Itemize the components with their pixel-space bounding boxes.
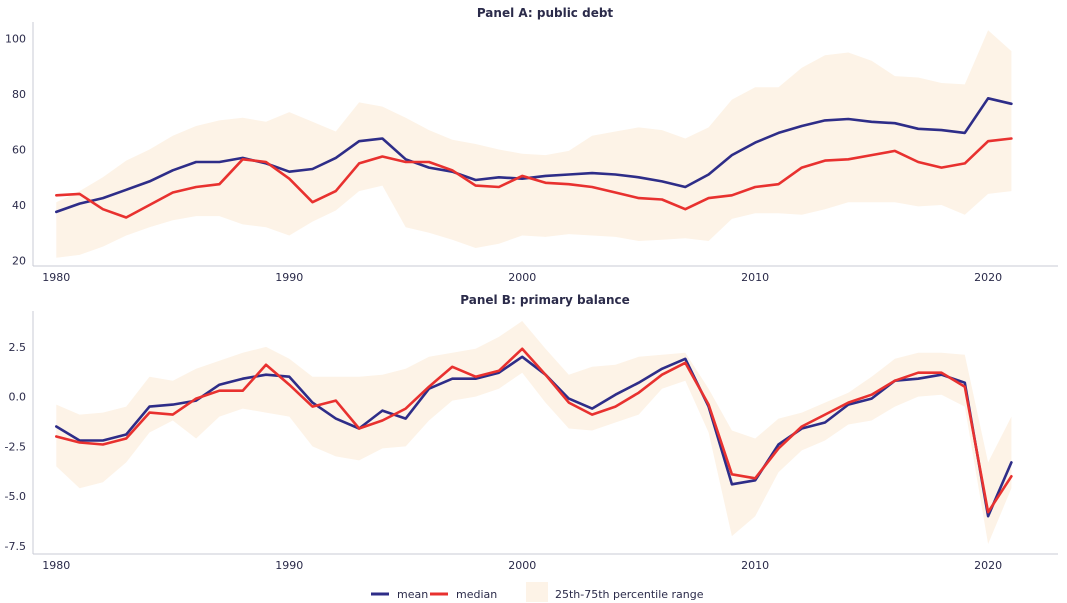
x-tick-label: 2000: [508, 559, 536, 572]
panel-title: Panel B: primary balance: [460, 293, 630, 307]
series-line-median: [54, 347, 1013, 514]
x-tick-label: 1980: [42, 559, 70, 572]
y-tick-label: 2.5: [9, 341, 27, 354]
x-tick-label: 2010: [741, 559, 769, 572]
legend-label-median: median: [456, 588, 497, 601]
y-tick-label: -5.0: [5, 490, 26, 503]
series-line-median: [54, 137, 1013, 219]
x-tick-label: 2020: [974, 271, 1002, 284]
y-tick-label: 20: [12, 254, 26, 267]
panel-title: Panel A: public debt: [477, 6, 614, 20]
y-tick-label: 0.0: [9, 391, 27, 404]
percentile-band: [56, 321, 1012, 544]
percentile-band: [56, 30, 1012, 258]
x-tick-label: 2000: [508, 271, 536, 284]
legend-label-mean: mean: [397, 588, 428, 601]
series-line-mean: [54, 355, 1013, 518]
x-tick-label: 1990: [275, 271, 303, 284]
x-tick-label: 1980: [42, 271, 70, 284]
y-tick-label: -2.5: [5, 440, 26, 453]
y-tick-label: 80: [12, 88, 26, 101]
y-tick-label: 100: [5, 33, 26, 46]
y-tick-label: 60: [12, 144, 26, 157]
x-tick-label: 2020: [974, 559, 1002, 572]
x-tick-label: 2010: [741, 271, 769, 284]
series-line-mean: [54, 97, 1013, 214]
y-tick-label: -7.5: [5, 540, 26, 553]
chart-legend: mean median 25th-75th percentile range: [371, 582, 704, 602]
x-tick-label: 1990: [275, 559, 303, 572]
panel-primary-balance: Panel B: primary balance -7.5 -5.0 -2.5 0.0…: [5, 293, 1058, 572]
legend-swatch-band: [526, 582, 548, 602]
panel-public-debt: Panel A: public debt 20 40 60 80 100 1980 1990…: [5, 6, 1058, 284]
y-tick-label: 40: [12, 199, 26, 212]
legend-label-band: 25th-75th percentile range: [555, 588, 704, 601]
